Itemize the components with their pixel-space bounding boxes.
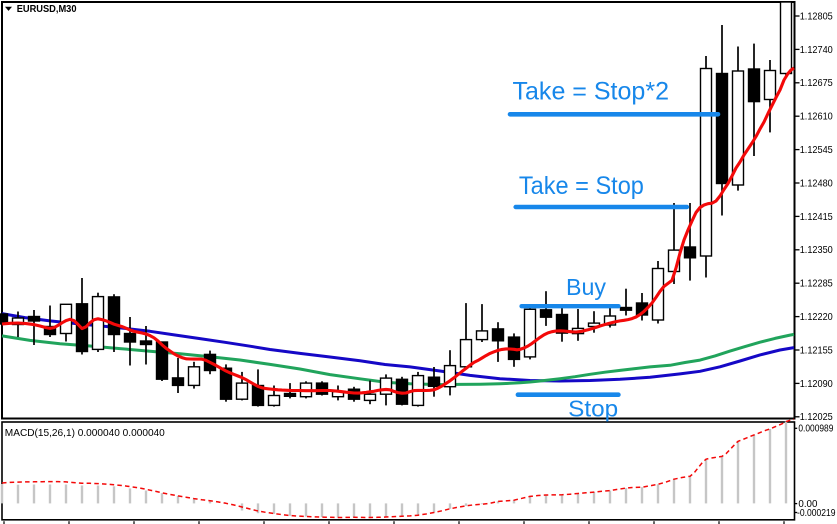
svg-text:-0.000219: -0.000219 — [797, 508, 836, 519]
svg-text:1.12415: 1.12415 — [800, 212, 833, 223]
svg-text:1.12480: 1.12480 — [800, 178, 833, 189]
svg-text:Take = Stop: Take = Stop — [519, 172, 644, 200]
svg-text:1.12155: 1.12155 — [800, 345, 833, 356]
svg-text:Take = Stop*2: Take = Stop*2 — [513, 78, 670, 106]
svg-text:EURUSD,M30: EURUSD,M30 — [17, 4, 77, 15]
svg-text:0.00: 0.00 — [798, 499, 817, 510]
svg-text:1.12220: 1.12220 — [800, 312, 833, 323]
svg-text:1.12675: 1.12675 — [800, 78, 833, 89]
svg-text:1.12350: 1.12350 — [800, 245, 833, 256]
svg-text:1.12805: 1.12805 — [800, 11, 833, 22]
svg-text:1.12610: 1.12610 — [800, 112, 833, 123]
svg-text:1.12090: 1.12090 — [800, 379, 833, 390]
svg-text:MACD(15,26,1) 0.000040 0.00004: MACD(15,26,1) 0.000040 0.000040 — [5, 428, 165, 439]
svg-text:Stop: Stop — [568, 395, 618, 421]
svg-text:1.12285: 1.12285 — [800, 279, 833, 290]
svg-text:0.000989: 0.000989 — [798, 424, 833, 435]
svg-text:1.12025: 1.12025 — [800, 412, 833, 423]
svg-text:Buy: Buy — [566, 274, 606, 300]
svg-text:1.12545: 1.12545 — [800, 145, 833, 156]
svg-text:1.12740: 1.12740 — [800, 45, 833, 56]
